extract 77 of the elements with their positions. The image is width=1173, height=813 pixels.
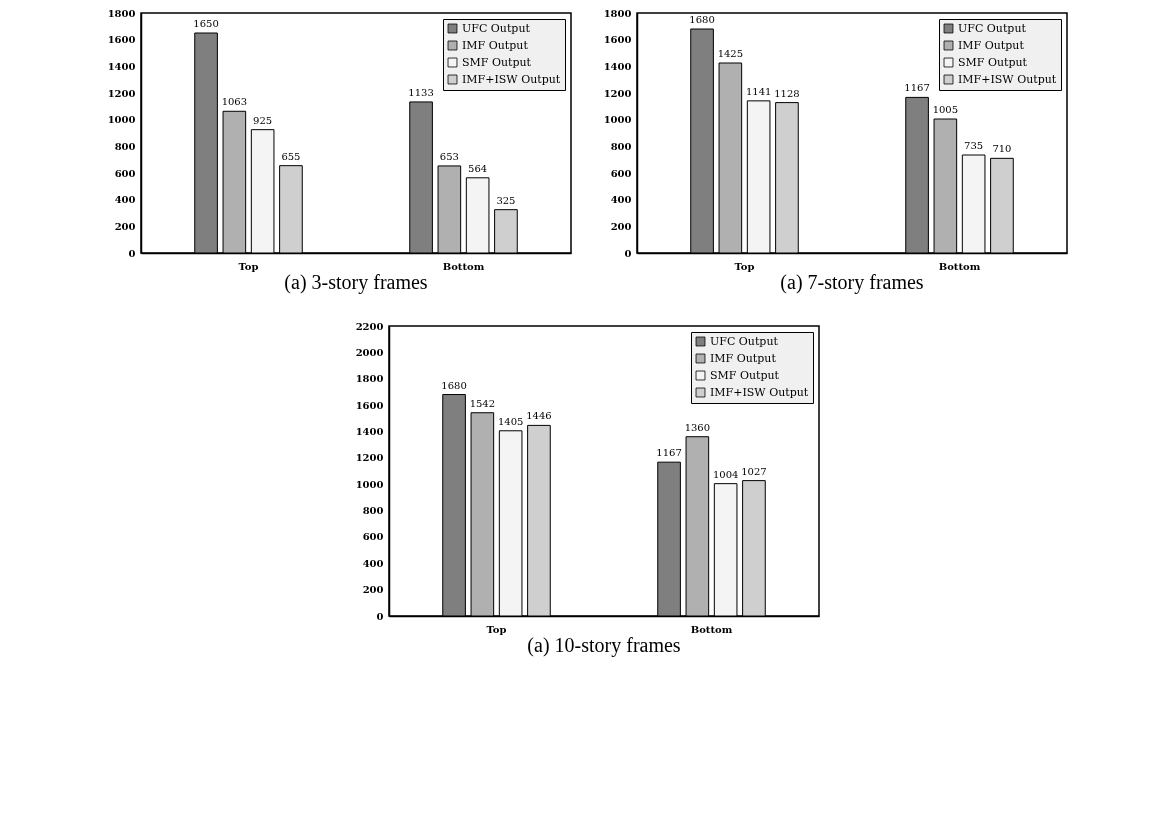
data-label: 1063 (221, 96, 247, 108)
y-tick-label: 800 (114, 140, 136, 152)
text: (a) 3-story frames (283, 271, 428, 294)
y-tick-label: 600 (610, 167, 632, 179)
data-label: 1680 (688, 14, 715, 25)
x-tick-label: Top (486, 623, 506, 635)
y-tick-label: 1800 (603, 7, 632, 19)
x-tick-label: Top (238, 260, 258, 272)
y-tick-label: 600 (362, 531, 384, 543)
data-label: 325 (495, 194, 515, 206)
y-tick-label: 200 (610, 220, 632, 232)
data-label: 1680 (440, 379, 467, 391)
y-tick-label: 1400 (107, 60, 136, 72)
y-tick-label: 1000 (603, 114, 632, 126)
y-tick-label: 1400 (355, 425, 384, 437)
legend-label: IMF Output (957, 38, 1024, 52)
y-tick-label: 1600 (603, 34, 632, 46)
data-label: 735 (963, 140, 983, 151)
x-tick-label: Bottom (690, 623, 733, 635)
data-label: 1005 (932, 104, 958, 115)
legend-label: UFC Output (461, 21, 530, 35)
y-tick-label: 200 (362, 584, 384, 596)
legend-label: SMF Output (709, 368, 780, 382)
y-tick-label: 1000 (355, 478, 384, 490)
data-label: 1405 (497, 415, 523, 427)
data-label: 1128 (773, 87, 800, 99)
legend-label: IMF+ISW Output (709, 385, 809, 399)
y-tick-label: 200 (114, 220, 136, 232)
x-tick-label: Bottom (938, 260, 981, 272)
y-tick-label: 1200 (603, 87, 632, 99)
data-label: 653 (439, 150, 459, 162)
y-tick-label: 800 (362, 505, 384, 517)
legend-label: IMF Output (709, 351, 776, 365)
y-tick-label: 2000 (355, 346, 384, 358)
legend-label: SMF Output (957, 55, 1028, 69)
data-label: 925 (252, 114, 272, 126)
legend-label: IMF+ISW Output (957, 72, 1057, 86)
y-tick-label: 800 (610, 140, 632, 152)
y-tick-label: 1800 (355, 373, 384, 385)
data-label: 1027 (740, 465, 767, 477)
legend-label: UFC Output (709, 334, 778, 348)
y-tick-label: 600 (114, 167, 136, 179)
legend-label: UFC Output (957, 21, 1026, 35)
y-tick-label: 0 (624, 247, 632, 259)
data-label: 1167 (903, 82, 930, 94)
data-label: 1360 (684, 421, 710, 433)
y-tick-label: 1800 (107, 7, 136, 19)
y-tick-label: 1000 (107, 114, 136, 126)
x-tick-label: Top (734, 260, 754, 272)
data-label: 1004 (712, 468, 738, 480)
data-label: 1141 (745, 85, 771, 97)
data-label: 1425 (717, 48, 743, 59)
text: (a) 7-story frames (779, 271, 924, 294)
data-label: 564 (467, 162, 487, 174)
data-label: 1650 (192, 18, 219, 29)
data-label: 1167 (655, 447, 682, 459)
y-tick-label: 1400 (603, 60, 632, 72)
y-tick-label: 0 (128, 247, 136, 259)
data-label: 1446 (525, 410, 552, 422)
y-tick-label: 1600 (355, 399, 384, 411)
data-label: 1542 (469, 397, 495, 409)
y-tick-label: 400 (362, 557, 384, 569)
y-tick-label: 0 (376, 610, 384, 622)
y-tick-label: 1200 (107, 87, 136, 99)
x-tick-label: Bottom (442, 260, 485, 272)
data-label: 1133 (407, 86, 434, 98)
legend-label: IMF+ISW Output (461, 72, 561, 86)
data-label: 710 (991, 143, 1011, 155)
y-tick-label: 2200 (355, 320, 384, 332)
data-label: 655 (280, 150, 300, 162)
legend-label: SMF Output (461, 55, 532, 69)
y-tick-label: 1200 (355, 452, 384, 464)
y-tick-label: 400 (610, 194, 632, 206)
text: (a) 10-story frames (526, 634, 681, 657)
y-tick-label: 1600 (107, 34, 136, 46)
legend-label: IMF Output (461, 38, 528, 52)
y-tick-label: 400 (114, 194, 136, 206)
